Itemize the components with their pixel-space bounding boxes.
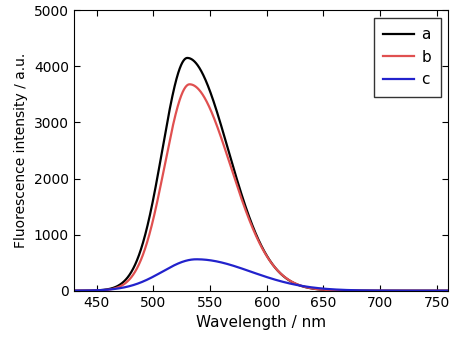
a bbox=[445, 289, 451, 293]
Line: a: a bbox=[74, 58, 448, 291]
b bbox=[215, 126, 220, 130]
Line: b: b bbox=[74, 84, 448, 291]
c bbox=[71, 289, 77, 293]
c bbox=[194, 257, 199, 261]
a bbox=[185, 56, 190, 60]
b bbox=[136, 263, 141, 267]
Y-axis label: Fluorescence intensity / a.u.: Fluorescence intensity / a.u. bbox=[14, 53, 28, 248]
b bbox=[71, 289, 77, 293]
c bbox=[136, 281, 141, 285]
a bbox=[438, 289, 444, 293]
a bbox=[215, 112, 220, 116]
b bbox=[231, 174, 237, 178]
c bbox=[231, 264, 237, 268]
c bbox=[445, 289, 451, 293]
b bbox=[114, 286, 119, 290]
b bbox=[398, 289, 403, 293]
c bbox=[438, 289, 444, 293]
Legend: a, b, c: a, b, c bbox=[374, 18, 440, 96]
X-axis label: Wavelength / nm: Wavelength / nm bbox=[196, 315, 326, 330]
a bbox=[114, 285, 119, 289]
b bbox=[445, 289, 451, 293]
a bbox=[136, 253, 141, 258]
Line: c: c bbox=[74, 259, 448, 291]
c bbox=[398, 289, 403, 293]
c bbox=[114, 287, 119, 291]
a bbox=[71, 289, 77, 293]
a bbox=[398, 289, 403, 293]
b bbox=[187, 82, 192, 86]
b bbox=[438, 289, 444, 293]
a bbox=[231, 167, 237, 171]
c bbox=[215, 260, 220, 264]
